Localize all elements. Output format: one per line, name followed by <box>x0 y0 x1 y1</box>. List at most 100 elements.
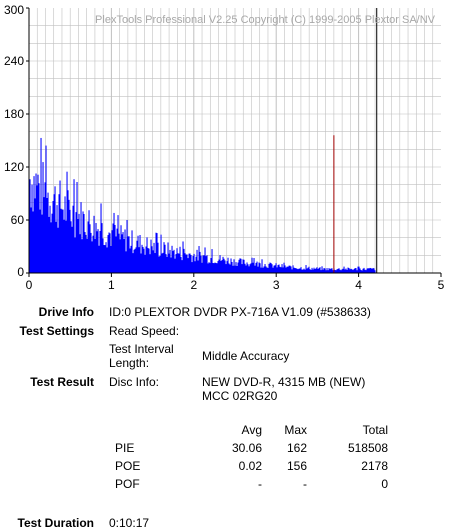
pie-bar <box>217 261 219 273</box>
pie-bar <box>180 256 182 273</box>
pie-bar <box>219 255 221 273</box>
pie-bar <box>226 261 228 273</box>
pie-bar <box>93 215 95 273</box>
pie-bar <box>310 269 312 273</box>
pie-bar <box>66 171 68 273</box>
pie-bar <box>278 264 280 273</box>
pie-bar <box>295 268 297 273</box>
results-row-poe-total: 2178 <box>361 459 388 473</box>
x-tick-label: 1 <box>108 278 115 292</box>
pie-bar <box>309 269 311 273</box>
pie-bar <box>127 236 129 273</box>
pie-bar <box>115 236 117 273</box>
pie-bar <box>65 220 67 273</box>
pie-bar <box>104 245 106 273</box>
pie-bar <box>291 269 293 273</box>
pie-bar <box>193 253 195 273</box>
pie-bar <box>138 247 140 273</box>
pie-bar <box>329 269 331 273</box>
pie-bar <box>307 267 309 273</box>
pie-bar <box>250 263 252 273</box>
pie-bar <box>157 242 159 273</box>
pie-bar <box>322 269 324 273</box>
pie-bar <box>356 270 358 273</box>
pie-bar <box>135 247 137 273</box>
pie-bar <box>270 263 272 273</box>
pie-bar <box>100 203 102 273</box>
pie-bar <box>243 259 245 273</box>
pie-bar <box>373 268 375 273</box>
pie-bar <box>139 234 141 273</box>
pie-bar <box>306 268 308 273</box>
pie-bar <box>236 265 238 273</box>
pie-bar <box>46 197 48 273</box>
pie-bar <box>272 267 274 273</box>
pie-bar <box>201 262 203 273</box>
pie-bar <box>326 268 328 273</box>
pie-bar <box>348 268 350 273</box>
pie-bar <box>110 245 112 273</box>
pie-bar <box>130 245 132 273</box>
pie-bar <box>77 218 79 273</box>
pie-bar <box>202 255 204 273</box>
pie-bar <box>301 269 303 273</box>
pie-bar <box>120 225 122 273</box>
pie-bar <box>203 255 205 273</box>
pie-bar <box>304 269 306 273</box>
pie-bar <box>240 258 242 273</box>
pie-bar <box>336 269 338 273</box>
pie-bar <box>161 253 163 273</box>
pie-bar <box>181 260 183 273</box>
pie-chart: 0 1 2 3 4 5 0 60 120 180 240 300 PlexTools Professi… <box>4 3 445 292</box>
pie-bar <box>162 252 164 273</box>
pie-bar <box>63 219 65 273</box>
pie-bar <box>51 213 53 273</box>
pie-bar <box>113 212 115 273</box>
pie-bar <box>314 269 316 273</box>
results-header-max: Max <box>284 423 307 437</box>
pie-bar <box>109 233 111 273</box>
pie-bar <box>40 137 42 273</box>
pie-bar <box>303 268 305 273</box>
disc-info-value-1: NEW DVD-R, 4315 MB (NEW) <box>202 375 366 389</box>
read-speed-label: Read Speed: <box>109 324 180 338</box>
pie-bar <box>60 208 62 273</box>
pie-bar <box>316 267 318 273</box>
pie-bar <box>337 268 339 273</box>
pie-bar <box>83 214 85 273</box>
pie-bar <box>299 268 301 273</box>
pie-bar <box>342 268 344 273</box>
tick-labels: 0 1 2 3 4 5 0 60 120 180 240 300 <box>4 3 445 292</box>
pie-bar <box>363 267 365 273</box>
pie-bar <box>118 233 120 273</box>
pie-bar <box>249 264 251 273</box>
pie-bar <box>332 270 334 273</box>
interval-label-1: Test Interval <box>109 342 174 356</box>
pie-bar <box>39 209 41 273</box>
pie-bar <box>292 265 294 273</box>
pie-bar <box>347 267 349 273</box>
pie-bar <box>368 268 370 273</box>
pie-bar <box>47 192 49 273</box>
results-row-pof-name: POF <box>115 477 140 491</box>
pie-bar <box>170 257 172 273</box>
pie-bar <box>281 264 283 273</box>
pie-bar <box>330 268 332 273</box>
pie-bar <box>31 184 33 273</box>
pie-bar <box>182 241 184 273</box>
pie-bar <box>163 242 165 273</box>
pie-bar <box>178 253 180 273</box>
pie-bar <box>232 265 234 273</box>
pie-bar <box>106 247 108 273</box>
pie-bar <box>34 198 36 273</box>
test-result-label: Test Result <box>30 375 94 389</box>
pie-bar <box>245 265 247 273</box>
pie-bar <box>341 269 343 273</box>
pie-bar <box>175 254 177 273</box>
pie-bar <box>137 235 139 273</box>
pie-bar <box>289 265 291 273</box>
pie-bar <box>87 221 89 273</box>
pie-bar <box>81 239 83 273</box>
pie-bar <box>173 249 175 273</box>
pie-bar <box>340 270 342 273</box>
